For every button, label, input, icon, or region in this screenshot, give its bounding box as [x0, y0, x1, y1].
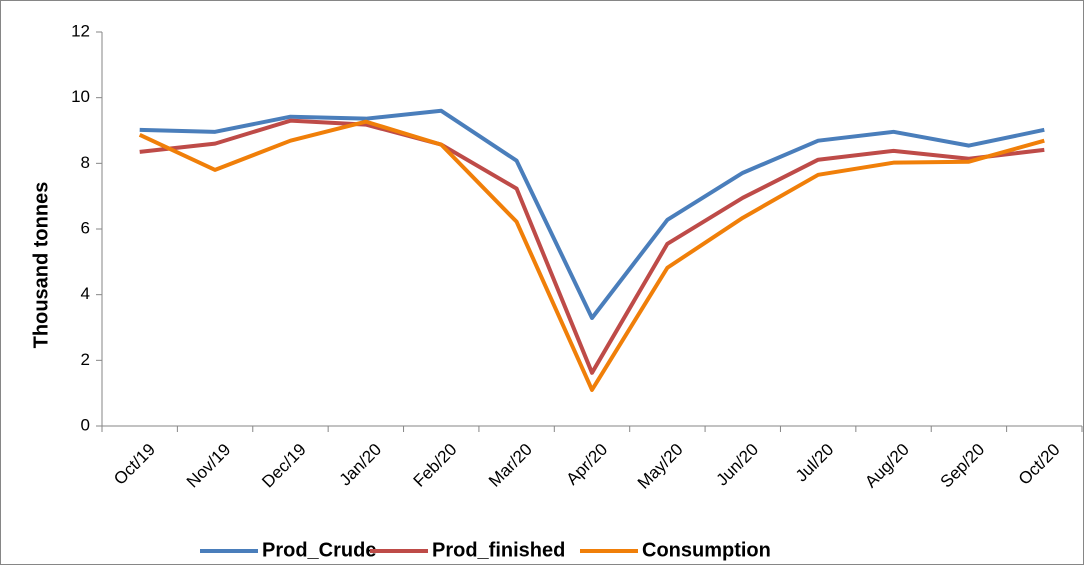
legend-label: Prod_Crude	[262, 539, 376, 561]
y-tick-label: 2	[81, 350, 90, 369]
legend-label: Consumption	[642, 539, 771, 561]
legend-label: Prod_finished	[432, 539, 565, 561]
y-tick-label: 6	[81, 218, 90, 237]
series-line	[139, 108, 1045, 320]
y-tick-label: 12	[71, 21, 90, 40]
y-tick-label: 10	[71, 87, 90, 106]
y-tick-label: 4	[81, 284, 90, 303]
series-line	[138, 119, 1045, 392]
y-tick-label: 0	[81, 415, 90, 434]
series-line	[139, 118, 1045, 375]
y-axis-label: Thousand tonnes	[30, 182, 52, 349]
y-tick-label: 8	[81, 153, 90, 172]
